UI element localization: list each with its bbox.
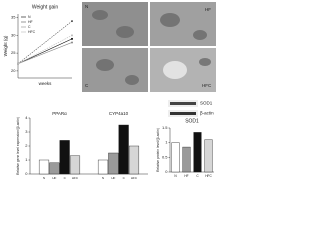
line bbox=[17, 35, 73, 65]
micrograph-label: HF bbox=[205, 7, 211, 12]
line bbox=[17, 20, 73, 65]
micrographs: N HF C HFC bbox=[82, 2, 216, 92]
y-tick-label: 35 bbox=[11, 15, 16, 20]
legend-label: C bbox=[28, 25, 31, 29]
y-tick-label: 0 bbox=[165, 169, 168, 174]
bar bbox=[171, 142, 180, 173]
line bbox=[17, 42, 73, 65]
chart-title: Weight gain bbox=[32, 4, 59, 10]
y-tick-label: 2 bbox=[25, 143, 28, 148]
bar bbox=[49, 162, 60, 175]
bar bbox=[128, 145, 140, 175]
y-tick-label: 0 bbox=[25, 171, 28, 176]
marker bbox=[71, 41, 73, 44]
blot-band bbox=[170, 102, 196, 105]
y-axis-label: Relative protein level/(β-actin) bbox=[156, 128, 160, 172]
legend-label: N bbox=[28, 15, 31, 19]
bar bbox=[204, 139, 213, 173]
bar bbox=[38, 159, 50, 175]
bar-label: HFC bbox=[131, 176, 138, 180]
y-tick-label: 20 bbox=[11, 68, 16, 73]
bar bbox=[118, 124, 129, 175]
bar bbox=[97, 159, 109, 175]
bar bbox=[108, 152, 119, 175]
blot-label: β-actin bbox=[200, 111, 214, 116]
bar bbox=[69, 155, 81, 175]
x-tick-label: HFC bbox=[205, 174, 212, 178]
bar-label: N bbox=[43, 176, 45, 180]
texture bbox=[92, 10, 211, 85]
blot: SOD1 β-actin bbox=[168, 100, 214, 117]
marker bbox=[71, 37, 73, 40]
y-tick-label: 30 bbox=[11, 32, 16, 37]
blot-band bbox=[170, 112, 196, 115]
y-tick-label: 1.5 bbox=[162, 125, 168, 130]
blot-label: SOD1 bbox=[200, 101, 213, 106]
marker bbox=[71, 34, 73, 37]
micrograph-label: C bbox=[85, 83, 89, 88]
line bbox=[17, 38, 73, 65]
y-tick-label: 0.5 bbox=[162, 154, 168, 159]
legend-label: HFC bbox=[28, 30, 36, 34]
x-axis-label: weeks bbox=[39, 81, 53, 86]
bar-label: HF bbox=[52, 176, 56, 180]
micrograph-label: HFC bbox=[202, 83, 212, 88]
y-tick-label: 1 bbox=[165, 140, 168, 145]
bar-label: N bbox=[102, 176, 104, 180]
micrograph bbox=[82, 48, 148, 92]
micrograph bbox=[82, 2, 148, 46]
x-tick-label: N bbox=[174, 174, 177, 178]
y-axis-label: Relative gene level expression/(β-actin) bbox=[16, 117, 20, 175]
y-tick-label: 4 bbox=[25, 115, 28, 120]
bar-label: C bbox=[64, 176, 67, 180]
y-tick-label: 3 bbox=[25, 129, 28, 134]
bar bbox=[193, 132, 202, 173]
y-axis-label: Weight (g) bbox=[3, 35, 8, 56]
group-label: PPARα bbox=[52, 111, 67, 116]
x-tick-label: C bbox=[196, 174, 199, 178]
group-label: CYP4a10 bbox=[109, 111, 129, 116]
bar bbox=[59, 140, 70, 175]
marker bbox=[71, 20, 73, 23]
micrograph-label: N bbox=[85, 4, 88, 9]
bar-label: HFC bbox=[72, 176, 79, 180]
y-tick-label: 1 bbox=[25, 157, 28, 162]
micrograph bbox=[150, 2, 216, 46]
x-tick-label: HF bbox=[184, 174, 188, 178]
legend-label: HF bbox=[28, 20, 33, 24]
marker bbox=[17, 62, 19, 65]
bar-label: HF bbox=[111, 176, 115, 180]
y-tick-label: 25 bbox=[11, 50, 16, 55]
bar bbox=[182, 146, 191, 173]
bar-label: C bbox=[123, 176, 126, 180]
chart-title: SOD1 bbox=[185, 118, 199, 124]
